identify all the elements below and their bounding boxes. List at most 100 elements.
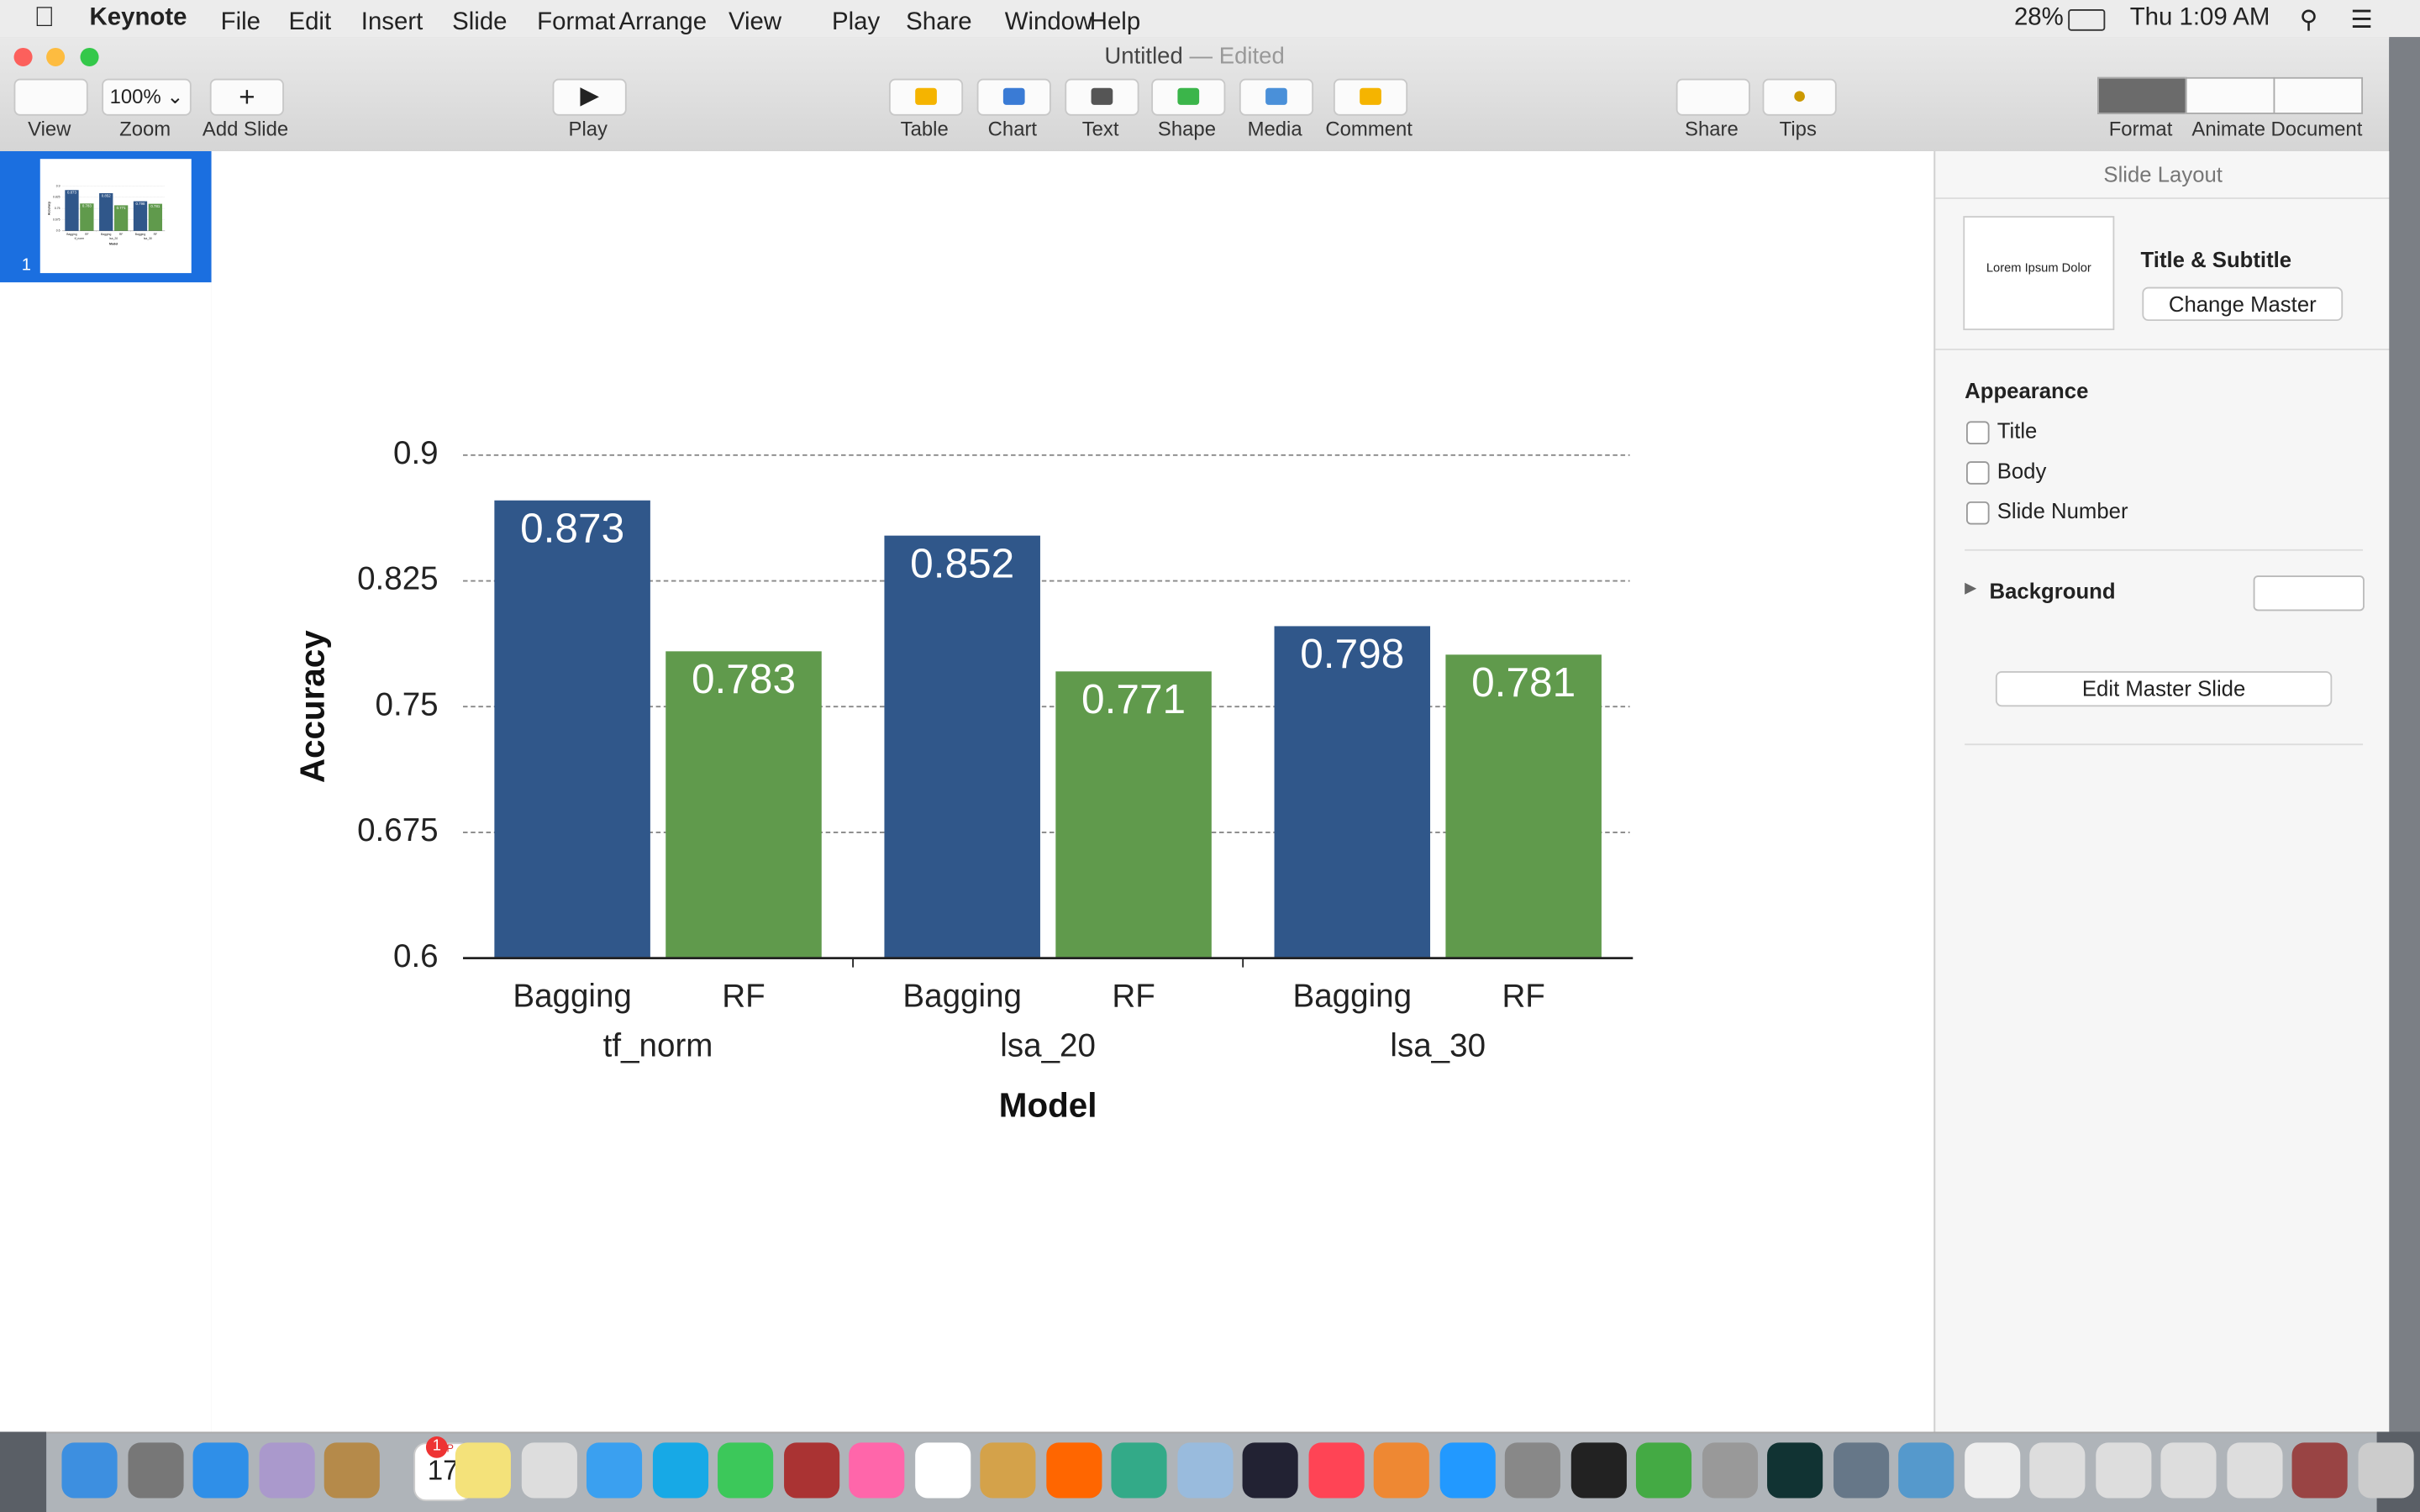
insert-button[interactable]	[1239, 78, 1314, 116]
insert-label: Comment	[1325, 117, 1413, 141]
y-tick-label: 0.75	[55, 207, 60, 210]
close-button[interactable]	[13, 47, 33, 66]
bar	[133, 201, 148, 231]
spotlight[interactable]: ⚲	[2299, 8, 2318, 34]
layout-name: Title & Subtitle	[2140, 246, 2292, 272]
menu-item[interactable]: Format	[537, 9, 616, 36]
title-sep: —	[1189, 43, 1213, 70]
apple-menu[interactable]: 	[34, 2, 55, 34]
dock-icon[interactable]	[520, 1442, 577, 1499]
dock-icon[interactable]	[1570, 1442, 1627, 1499]
share-button[interactable]	[1676, 78, 1750, 116]
bar	[494, 500, 650, 958]
bar	[666, 651, 822, 958]
menu-item[interactable]: Insert	[360, 9, 424, 36]
insert-icon	[1265, 87, 1287, 105]
zoom-button[interactable]	[80, 47, 99, 66]
layout-thumb[interactable]: Lorem Ipsum Dolor	[1963, 216, 2115, 331]
menu-item[interactable]: Arrange	[618, 9, 708, 36]
dock-icon[interactable]	[980, 1442, 1036, 1499]
inspector-tab[interactable]	[2273, 76, 2364, 114]
menu-item[interactable]: Window	[1004, 9, 1093, 36]
tips-button[interactable]: ●	[1762, 78, 1837, 116]
share-label: Share	[1685, 117, 1739, 141]
insert-button[interactable]	[1333, 78, 1408, 116]
menu-item[interactable]: Slide	[452, 9, 508, 36]
add-slide-button[interactable]: +	[209, 78, 284, 116]
edit-master-button[interactable]: Edit Master Slide	[1995, 670, 2333, 707]
view-button[interactable]	[13, 78, 88, 116]
background-color-well[interactable]	[2253, 575, 2365, 612]
dock-icon[interactable]	[1373, 1442, 1429, 1499]
dock-icon[interactable]	[1964, 1442, 2020, 1499]
dock-icon[interactable]	[2095, 1442, 2151, 1499]
checkbox[interactable]	[1966, 501, 1990, 525]
change-master-button[interactable]: Change Master	[2142, 286, 2344, 322]
insert-button[interactable]	[976, 78, 1051, 116]
appearance-heading: Appearance	[1965, 378, 2089, 403]
insert-button[interactable]	[1151, 78, 1226, 116]
dock-icon[interactable]	[258, 1442, 314, 1499]
dock-icon[interactable]	[1307, 1442, 1364, 1499]
y-axis-title: Accuracy	[292, 630, 331, 783]
checkbox[interactable]	[1966, 461, 1990, 485]
insert-button[interactable]	[888, 78, 964, 116]
dock-icon[interactable]	[2357, 1442, 2413, 1499]
inspector-tab[interactable]	[2185, 76, 2275, 114]
insert-icon	[915, 87, 937, 105]
menu-item[interactable]: View	[728, 9, 782, 36]
dock-icon[interactable]	[324, 1442, 380, 1499]
dock-icon[interactable]	[1833, 1442, 1889, 1499]
dock-icon[interactable]	[1045, 1442, 1102, 1499]
dock-icon[interactable]	[455, 1442, 511, 1499]
dock-icon[interactable]	[1176, 1442, 1233, 1499]
clock[interactable]: Thu 1:09 AM	[2129, 4, 2270, 31]
dock-icon[interactable]	[718, 1442, 774, 1499]
insert-button[interactable]	[1065, 78, 1139, 116]
dock-icon[interactable]	[2226, 1442, 2282, 1499]
insert-label: Shape	[1157, 117, 1216, 141]
menu-item[interactable]: Help	[1089, 9, 1141, 36]
zoom-menu[interactable]: 100% ⌄	[102, 78, 192, 116]
dock-icon[interactable]	[2291, 1442, 2348, 1499]
menu-item[interactable]: File	[220, 9, 261, 36]
slide-thumbnail[interactable]: 0.6 0.675 0.75 0.825 0.9 tf_norm 0.873 Bagging 0…	[39, 159, 192, 274]
dock-icon[interactable]	[1111, 1442, 1167, 1499]
x-tick-label: Bagging	[902, 979, 1022, 1015]
dock-icon[interactable]	[783, 1442, 839, 1499]
dock-icon[interactable]	[1702, 1442, 1758, 1499]
group-label: lsa_20	[1000, 1027, 1096, 1063]
play-button[interactable]: ▶	[552, 78, 627, 116]
dock-icon[interactable]	[2160, 1442, 2217, 1499]
app-menu[interactable]: Keynote	[89, 4, 187, 31]
notification-center[interactable]: ☰	[2350, 8, 2373, 34]
x-tick-label: Bagging	[66, 233, 77, 236]
insert-label: Text	[1081, 117, 1119, 141]
menu-item[interactable]: Share	[906, 9, 972, 36]
inspector-tab-label: Format	[2108, 117, 2173, 141]
dock-icon[interactable]	[1898, 1442, 1954, 1499]
dock-icon[interactable]	[1767, 1442, 1823, 1499]
value-label: 0.852	[102, 193, 111, 197]
insert-icon	[1360, 87, 1381, 105]
dock-icon[interactable]	[586, 1442, 643, 1499]
dock-icon[interactable]	[849, 1442, 905, 1499]
dock-icon[interactable]	[61, 1442, 118, 1499]
minimize-button[interactable]	[46, 47, 66, 66]
add-slide-label: Add Slide	[202, 117, 289, 141]
menu-item[interactable]: Edit	[288, 9, 332, 36]
dock-icon[interactable]	[1635, 1442, 1692, 1499]
dock-icon[interactable]	[2029, 1442, 2086, 1499]
checkbox[interactable]	[1966, 421, 1990, 444]
dock-icon[interactable]	[127, 1442, 183, 1499]
dock-icon[interactable]	[1504, 1442, 1560, 1499]
dock-icon[interactable]	[192, 1442, 249, 1499]
dock-icon[interactable]	[652, 1442, 708, 1499]
menu-item[interactable]: Play	[832, 9, 881, 36]
dock-icon[interactable]	[914, 1442, 971, 1499]
dock-icon[interactable]	[1242, 1442, 1298, 1499]
dock-icon[interactable]	[1439, 1442, 1495, 1499]
disclosure[interactable]: ▶	[1965, 580, 1977, 597]
inspector-tab[interactable]	[2097, 76, 2187, 114]
